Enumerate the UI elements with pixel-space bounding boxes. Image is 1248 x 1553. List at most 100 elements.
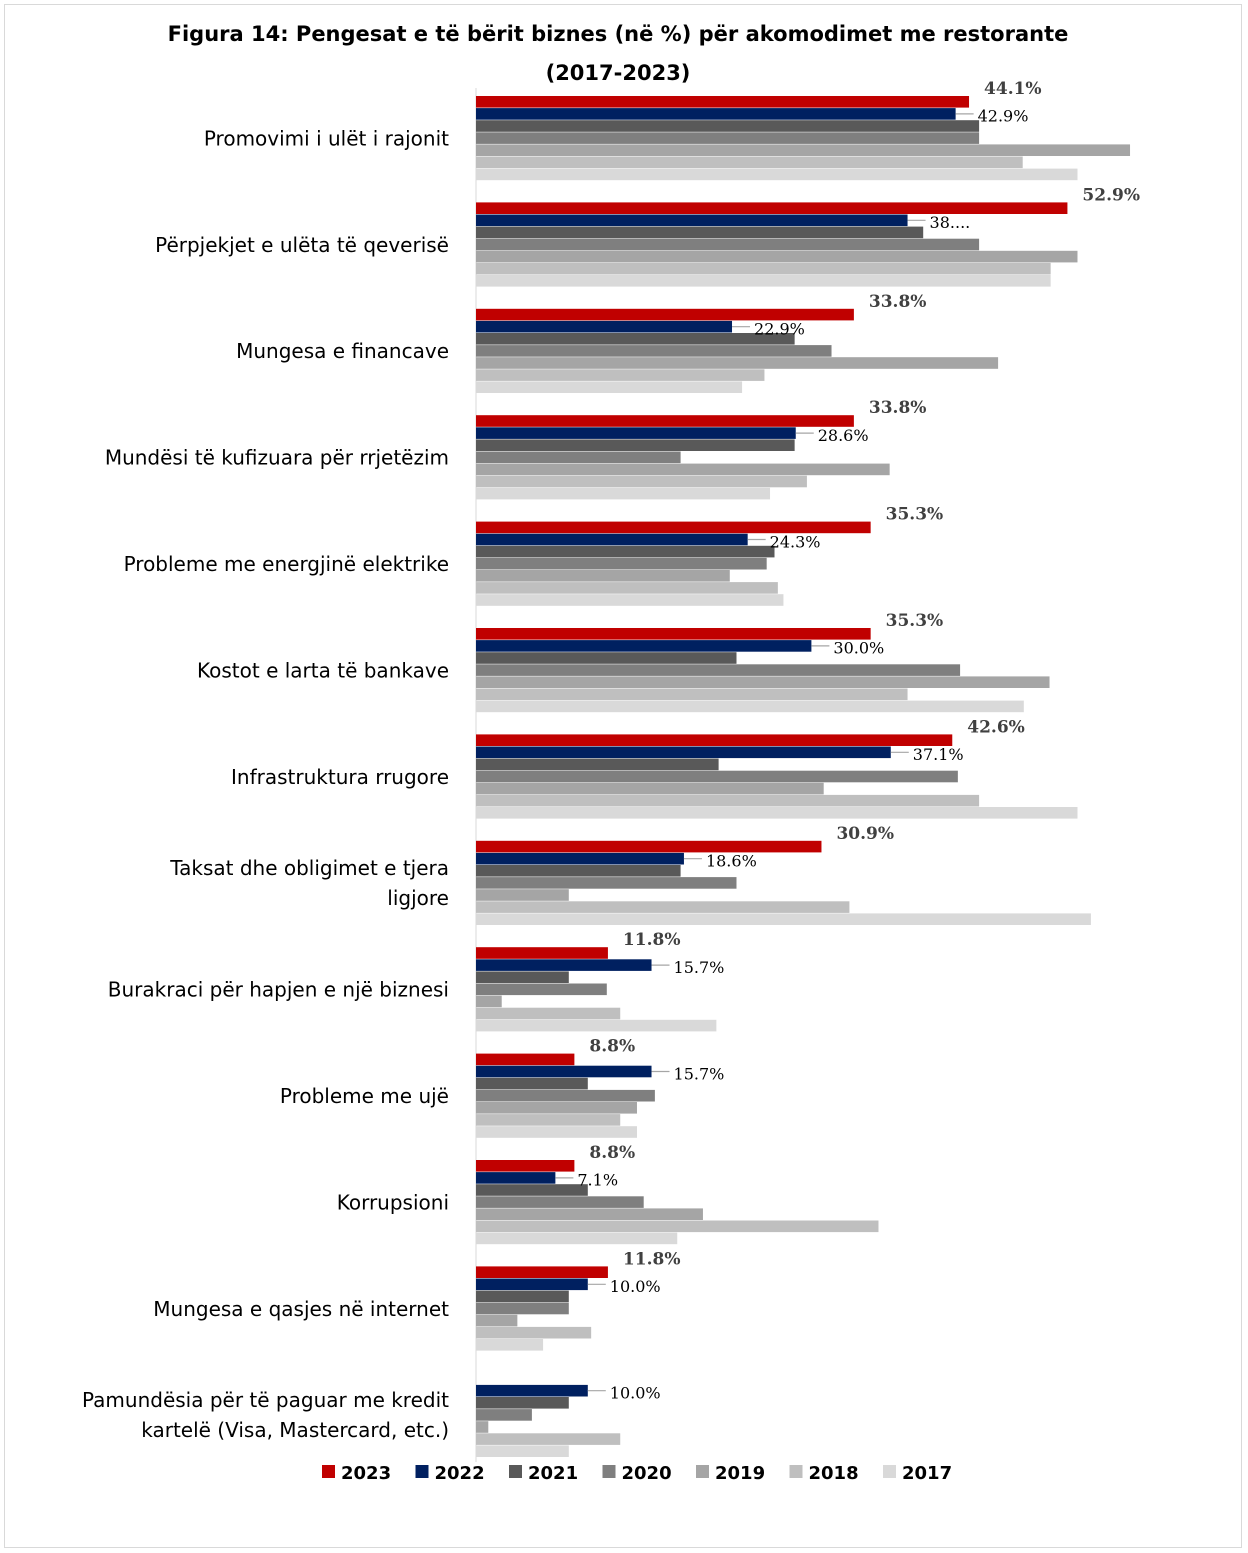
category-labels-group: Promovimi i ulët i rajonit Përpjekjet e u… [82,126,449,1442]
legend-label-2020: 2020 [622,1463,672,1484]
bar-2017 [476,594,784,606]
data-label-2022: 42.9% [978,107,1029,126]
bar-2021 [476,1397,569,1409]
bar-2017 [476,1445,569,1457]
bar-2023 [476,202,1068,214]
data-label-2022: 30.0% [833,639,884,658]
legend-label-2021: 2021 [528,1463,578,1484]
bar-2020 [476,1196,644,1208]
bar-2020 [476,770,958,783]
chart-title-line-1: Figura 14: Pengesat e të bërit biznes (n… [168,22,1069,46]
legend-label-2023: 2023 [341,1463,391,1484]
legend: 2023 2022 2021 2020 2019 2018 2017 [322,1463,952,1484]
bar-2018 [476,1220,879,1233]
bar-2020 [476,1089,655,1102]
bar-2017 [476,381,743,393]
bar-2023 [476,308,854,321]
data-label-2023: 44.1% [984,79,1042,99]
bar-2017 [476,487,771,500]
data-label-2023: 8.8% [589,1037,635,1057]
data-label-2023: 35.3% [886,611,944,631]
bar-2019 [476,1208,703,1220]
bar-2019 [476,357,999,369]
bar-2022 [476,320,733,333]
bar-2023 [476,734,953,746]
bar-2023 [476,521,871,534]
data-label-2022: 10.0% [610,1277,661,1296]
legend-label-2018: 2018 [809,1463,859,1484]
legend-label-2017: 2017 [902,1463,952,1484]
bar-2020 [476,451,681,464]
category-label: Mungesa e financave [236,339,449,363]
bar-2019 [476,1102,637,1114]
category-label: Probleme me ujë [280,1084,449,1108]
bar-2022 [476,746,891,759]
bar-2018 [476,794,980,807]
data-label-2022: 24.3% [770,532,821,551]
bar-2022 [476,640,812,652]
legend-label-2019: 2019 [715,1463,765,1484]
data-label-2023: 35.3% [886,505,944,525]
category-label: Pamundësia për të paguar me kredit [82,1388,449,1412]
bar-2018 [476,688,908,701]
bar-2018 [476,262,1051,275]
bar-2021 [476,1184,588,1196]
bar-2019 [476,995,502,1008]
data-label-2022: 38.... [930,213,971,232]
category-label: Kostot e larta të bankave [197,658,449,682]
value-labels-group: 44.1%42.9%52.9%38....33.8%22.9%33.8%28.6… [555,79,1140,1403]
data-label-2023: 33.8% [869,398,927,418]
bar-2023 [476,96,970,108]
bar-2021 [476,971,569,983]
bar-2022 [476,1172,556,1184]
bar-2020 [476,664,961,676]
data-label-2022: 22.9% [754,320,805,339]
data-label-2022: 7.1% [577,1171,618,1190]
category-label: Përpjekjet e ulëta të qeverisë [155,233,449,257]
bar-2020 [476,238,980,251]
bar-2018 [476,369,765,381]
bar-2021 [476,226,924,239]
data-label-2022: 15.7% [674,1064,725,1083]
bar-2021 [476,1290,569,1303]
bar-2021 [476,1077,588,1090]
data-label-2023: 8.8% [589,1143,635,1163]
bar-2020 [476,345,832,357]
bar-2017 [476,1126,637,1138]
legend-swatch-2022 [415,1465,429,1478]
bar-2021 [476,545,775,558]
bar-2018 [476,1007,621,1020]
bar-2019 [476,1421,489,1433]
data-label-2022: 28.6% [818,426,869,445]
category-label: Probleme me energjinë elektrike [124,552,449,576]
category-label: kartelë (Visa, Mastercard, etc.) [141,1418,449,1442]
bar-2020 [476,1409,532,1421]
bar-2021 [476,333,795,345]
bar-2018 [476,1433,621,1445]
bar-2020 [476,132,980,144]
data-label-2023: 30.9% [836,824,894,844]
bar-2022 [476,1065,652,1078]
category-label: Taksat dhe obligimet e tjera [169,856,449,880]
bar-2022 [476,427,796,439]
bar-2020 [476,557,767,570]
category-label: Promovimi i ulët i rajonit [204,126,449,150]
bar-2017 [476,1232,678,1245]
bar-2017 [476,275,1051,287]
bar-2019 [476,889,569,901]
bar-2023 [476,415,854,427]
bar-2017 [476,700,1024,713]
bar-2018 [476,1326,592,1339]
bar-2022 [476,108,956,120]
data-label-2022: 10.0% [610,1384,661,1403]
data-label-2022: 37.1% [913,745,964,764]
bar-2021 [476,758,719,771]
bar-2023 [476,947,608,959]
chart-title-line-2: (2017-2023) [546,61,691,85]
bar-2023 [476,840,822,853]
data-label-2023: 52.9% [1082,185,1140,205]
bar-2019 [476,144,1131,156]
bars-group [476,96,1131,1457]
bar-2018 [476,156,1023,169]
bar-2022 [476,1278,588,1291]
